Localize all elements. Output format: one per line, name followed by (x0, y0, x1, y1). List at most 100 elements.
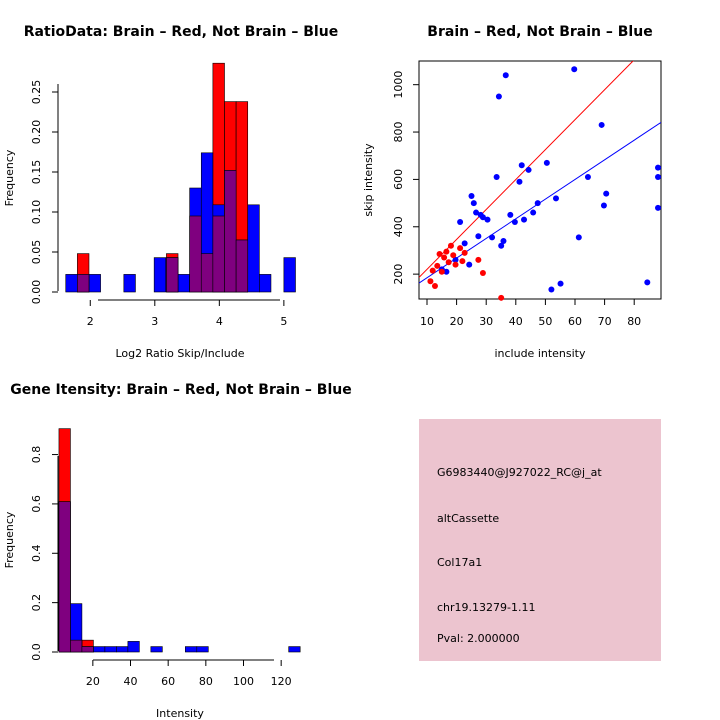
scatter-x-label: include intensity (494, 347, 586, 360)
scatter-y-ticks: 200 400 600 800 1000 (392, 71, 419, 285)
point-brain-2 (431, 282, 438, 289)
info-pval: Pval: 2.000000 (437, 632, 520, 645)
intensity-bar-overlap-0 (58, 501, 71, 653)
ratio-x-tick-label-1: 3 (151, 315, 158, 328)
ratio-y-tick-label-5: 0.25 (30, 80, 43, 105)
point-brain-17 (498, 294, 505, 301)
ratio-bar-not-brain-0 (65, 274, 78, 293)
ratio-bar-not-brain-6 (177, 274, 190, 293)
point-brain-1 (429, 267, 436, 274)
point-not-brain-23 (521, 216, 528, 223)
ratio-bar-not-brain-2 (88, 274, 101, 293)
fit-line-red (419, 61, 634, 278)
point-not-brain-4 (461, 240, 468, 247)
point-not-brain-28 (548, 286, 555, 293)
point-brain-8 (445, 259, 452, 266)
scatter-y-tick-label-1: 400 (392, 216, 405, 237)
intensity-x-tick-label-3: 80 (199, 675, 213, 688)
ratio-bar-not-brain-4 (153, 257, 167, 293)
ratio-y-tick-label-3: 0.15 (30, 160, 43, 185)
point-not-brain-7 (470, 200, 477, 207)
ratio-x-tick-label-2: 4 (216, 315, 223, 328)
point-not-brain-30 (557, 280, 564, 287)
point-not-brain-35 (600, 202, 607, 209)
point-brain-6 (441, 254, 448, 261)
intensity-y-tick-label-4: 0.8 (30, 446, 43, 464)
intensity-x-tick-label-5: 120 (271, 675, 292, 688)
scatter-y-label: skip intensity (362, 143, 375, 217)
intensity-y-ticks: 0.0 0.2 0.4 0.6 0.8 (30, 446, 58, 661)
info-panel-background (419, 419, 661, 661)
ratio-bar-overlap-5 (224, 170, 237, 293)
ratio-bar-not-brain-3 (123, 274, 136, 293)
point-not-brain-11 (479, 214, 486, 221)
intensity-scatter: Brain – Red, Not Brain – Blue 10 20 30 40 50… (362, 24, 662, 360)
info-panel: G6983440@J927022_RC@j_at altCassette Col… (419, 419, 661, 661)
ratio-bar-overlap-4 (212, 215, 225, 293)
point-not-brain-14 (493, 174, 500, 181)
scatter-x-tick-label-3: 40 (509, 315, 523, 328)
info-gene: Col17a1 (437, 556, 482, 569)
intensity-y-label: Frequency (3, 511, 16, 568)
scatter-x-tick-label-2: 30 (479, 315, 493, 328)
point-not-brain-33 (584, 174, 591, 181)
point-not-brain-1 (443, 268, 450, 275)
ratio-y-tick-label-0: 0.00 (30, 280, 43, 305)
point-brain-4 (436, 251, 443, 258)
point-not-brain-38 (655, 174, 661, 181)
intensity-bar-not-brain-6 (127, 641, 140, 653)
scatter-x-ticks: 10 20 30 40 50 60 70 80 (420, 299, 641, 328)
intensity-bar-overlap-2 (81, 646, 94, 653)
info-event-type: altCassette (437, 512, 499, 525)
intensity-y-tick-label-0: 0.0 (30, 643, 43, 661)
ratio-x-label: Log2 Ratio Skip/Include (115, 347, 244, 360)
intensity-histogram-title: Gene Itensity: Brain – Red, Not Brain – … (10, 382, 352, 398)
point-not-brain-17 (500, 237, 507, 244)
scatter-plot-box (418, 60, 662, 300)
point-not-brain-20 (511, 219, 518, 226)
intensity-x-label: Intensity (156, 707, 204, 720)
intensity-y-tick-label-2: 0.4 (30, 545, 43, 563)
point-brain-16 (479, 269, 486, 276)
intensity-histogram-bars (58, 428, 301, 653)
point-brain-9 (447, 242, 454, 249)
ratio-y-tick-label-2: 0.10 (30, 200, 43, 225)
scatter-title: Brain – Red, Not Brain – Blue (427, 24, 652, 40)
point-brain-7 (443, 248, 450, 255)
point-not-brain-24 (525, 166, 532, 173)
intensity-y-tick-label-3: 0.6 (30, 495, 43, 513)
point-not-brain-13 (489, 234, 496, 241)
intensity-bar-not-brain-7 (150, 646, 163, 653)
intensity-x-tick-label-1: 40 (124, 675, 138, 688)
info-location: chr19.13279-1.11 (437, 601, 536, 614)
scatter-x-tick-label-5: 60 (568, 315, 582, 328)
scatter-y-tick-label-0: 200 (392, 264, 405, 285)
scatter-x-tick-label-4: 50 (538, 315, 552, 328)
scatter-fit-lines (419, 61, 661, 284)
ratio-bar-overlap-6 (235, 239, 249, 293)
intensity-bar-not-brain-10 (288, 646, 301, 653)
scatter-x-tick-label-1: 20 (450, 315, 464, 328)
ratio-histogram: RatioData: Brain – Red, Not Brain – Blue… (3, 24, 338, 360)
ratio-x-ticks: 2 3 4 5 (87, 300, 287, 328)
point-not-brain-39 (655, 164, 661, 171)
point-not-brain-16 (498, 242, 505, 249)
intensity-x-tick-label-4: 100 (233, 675, 254, 688)
intensity-histogram: Gene Itensity: Brain – Red, Not Brain – … (3, 382, 352, 720)
intensity-bar-not-brain-8 (185, 646, 198, 653)
ratio-histogram-bars (65, 62, 296, 293)
intensity-y-tick-label-1: 0.2 (30, 594, 43, 612)
point-brain-14 (459, 258, 466, 265)
point-not-brain-12 (484, 216, 491, 223)
intensity-bar-not-brain-4 (104, 646, 117, 653)
point-not-brain-26 (534, 200, 541, 207)
point-not-brain-36 (603, 190, 610, 197)
point-not-brain-2 (452, 256, 459, 263)
point-not-brain-3 (457, 219, 464, 226)
ratio-y-ticks: 0.00 0.05 0.10 0.15 0.20 0.25 (30, 80, 58, 305)
point-brain-12 (457, 245, 464, 252)
scatter-points (427, 66, 661, 301)
point-brain-15 (475, 256, 482, 263)
point-not-brain-37 (644, 279, 651, 286)
